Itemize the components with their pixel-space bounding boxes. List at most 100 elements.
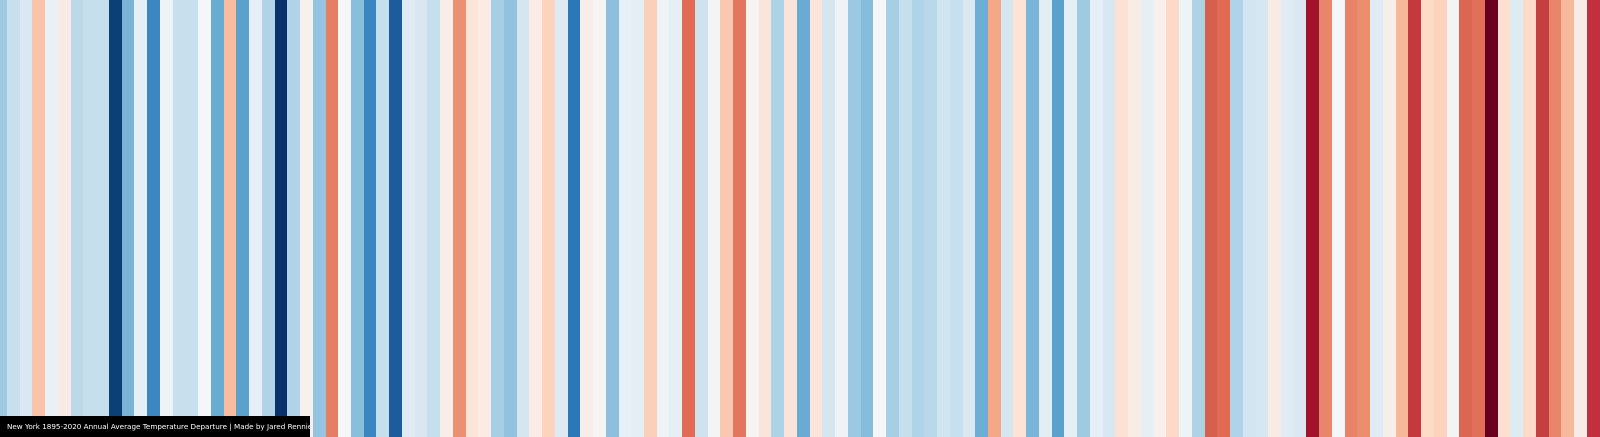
stripe-1899 [45,0,59,437]
stripe-1955 [758,0,772,437]
stripe-1958 [796,0,810,437]
stripe-1923 [350,0,365,437]
stripe-1980 [1077,0,1091,437]
stripe-2018 [1561,0,1575,437]
stripe-1993 [1242,0,1256,437]
stripe-1944 [618,0,632,437]
stripe-1954 [745,0,760,437]
stripe-2001 [1344,0,1358,437]
stripe-1999 [1319,0,1333,437]
stripe-1985 [1140,0,1154,437]
stripe-1991 [1217,0,1231,437]
stripe-2015 [1523,0,1537,437]
stripe-2005 [1395,0,1409,437]
stripe-1937 [529,0,543,437]
stripe-1946 [644,0,658,437]
stripe-1970 [949,0,963,437]
stripe-1988 [1179,0,1193,437]
stripe-1962 [847,0,861,437]
stripe-1905 [121,0,135,437]
stripe-1930 [440,0,454,437]
stripe-1920 [312,0,326,437]
stripe-1898 [32,0,46,437]
stripe-1968 [924,0,938,437]
stripe-2010 [1459,0,1473,437]
stripe-1935 [503,0,517,437]
stripe-1927 [401,0,416,437]
stripe-1910 [185,0,199,437]
stripe-1941 [580,0,594,437]
stripe-1973 [987,0,1002,437]
stripe-2003 [1370,0,1384,437]
stripe-1990 [1204,0,1218,437]
stripe-1908 [159,0,173,437]
stripe-1931 [452,0,467,437]
stripe-2014 [1510,0,1524,437]
stripe-1978 [1051,0,1065,437]
stripe-1936 [516,0,530,437]
stripe-1940 [567,0,581,437]
stripe-2002 [1357,0,1371,437]
stripe-2007 [1421,0,1435,437]
stripe-1947 [656,0,670,437]
stripe-1897 [19,0,33,437]
chart-caption: New York 1895-2020 Annual Average Temper… [0,416,310,437]
stripe-1942 [593,0,607,437]
stripe-1945 [631,0,645,437]
stripe-1987 [1166,0,1180,437]
stripe-1977 [1038,0,1053,437]
stripe-1926 [389,0,403,437]
stripe-1976 [1026,0,1040,437]
stripe-1975 [1013,0,1027,437]
stripe-1918 [287,0,301,437]
stripe-1986 [1153,0,1167,437]
stripe-1934 [491,0,505,437]
stripe-1913 [223,0,237,437]
stripe-1943 [605,0,619,437]
stripe-1917 [274,0,288,437]
stripe-1922 [338,0,352,437]
stripe-1981 [1089,0,1104,437]
stripe-1957 [784,0,798,437]
stripe-1928 [414,0,428,437]
stripe-1994 [1255,0,1269,437]
stripe-1900 [57,0,72,437]
stripe-2017 [1548,0,1562,437]
stripe-2016 [1535,0,1549,437]
stripe-2004 [1382,0,1397,437]
stripe-1902 [83,0,97,437]
stripe-1966 [898,0,912,437]
stripe-1974 [1000,0,1014,437]
stripe-1997 [1293,0,1307,437]
stripe-1967 [911,0,925,437]
stripe-1960 [822,0,836,437]
stripe-1929 [427,0,441,437]
stripe-1938 [542,0,556,437]
stripe-1932 [465,0,479,437]
stripe-2011 [1472,0,1486,437]
stripe-1921 [325,0,339,437]
stripe-1939 [554,0,568,437]
stripe-1989 [1191,0,1205,437]
stripe-1971 [962,0,976,437]
stripe-1961 [835,0,849,437]
stripe-1949 [682,0,696,437]
stripe-1992 [1230,0,1244,437]
stripe-1951 [707,0,721,437]
stripe-1979 [1064,0,1078,437]
stripe-1907 [147,0,161,437]
stripe-1969 [937,0,951,437]
stripe-1998 [1306,0,1320,437]
stripe-2019 [1574,0,1588,437]
stripe-1903 [96,0,110,437]
stripe-1919 [300,0,314,437]
stripe-1972 [975,0,989,437]
stripe-1925 [376,0,390,437]
stripe-1984 [1128,0,1142,437]
stripe-1950 [694,0,709,437]
stripe-1911 [198,0,212,437]
stripe-1995 [1268,0,1282,437]
stripe-1915 [249,0,263,437]
stripe-1952 [720,0,734,437]
